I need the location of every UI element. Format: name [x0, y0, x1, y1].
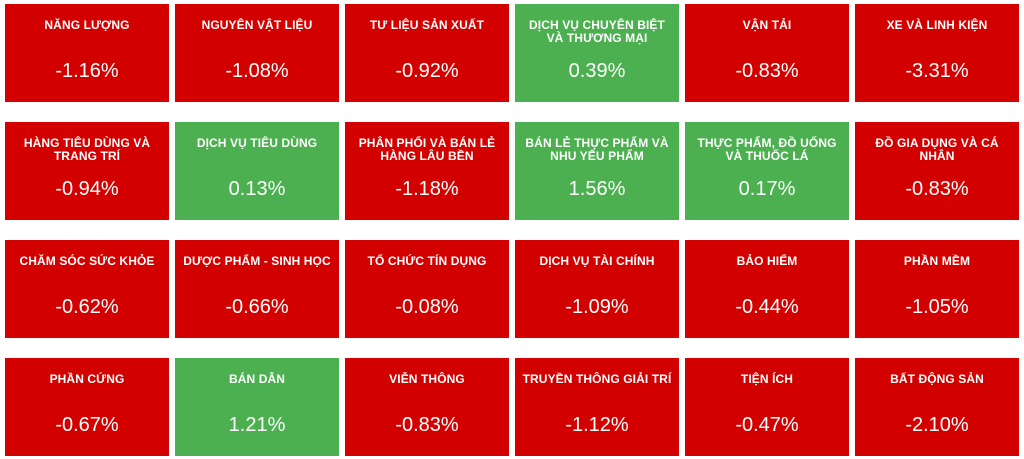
sector-change-value: -0.67% — [55, 414, 119, 436]
sector-change-value: 0.39% — [568, 60, 626, 82]
sector-tile[interactable]: PHẦN CỨNG -0.67% — [5, 358, 169, 456]
sector-change-value: -1.18% — [395, 178, 459, 200]
sector-name: VIỄN THÔNG — [389, 372, 465, 386]
sector-change-value: -3.31% — [905, 60, 969, 82]
sector-tile[interactable]: BẢO HIỂM -0.44% — [685, 240, 849, 338]
sector-tile[interactable]: TƯ LIỆU SẢN XUẤT -0.92% — [345, 4, 509, 102]
sector-tile[interactable]: DỊCH VỤ CHUYÊN BIỆT VÀ THƯƠNG MẠI 0.39% — [515, 4, 679, 102]
sector-name: BẤT ĐỘNG SẢN — [890, 372, 984, 386]
sector-tile[interactable]: VIỄN THÔNG -0.83% — [345, 358, 509, 456]
sector-name: PHẦN CỨNG — [49, 372, 125, 386]
sector-tile[interactable]: CHĂM SÓC SỨC KHỎE -0.62% — [5, 240, 169, 338]
sector-change-value: -2.10% — [905, 414, 969, 436]
sector-change-value: -0.08% — [395, 296, 459, 318]
sector-change-value: -1.12% — [565, 414, 629, 436]
sector-change-value: -0.66% — [225, 296, 289, 318]
sector-tile[interactable]: BÁN LẺ THỰC PHẨM VÀ NHU YẾU PHẨM 1.56% — [515, 122, 679, 220]
sector-tile[interactable]: TIỆN ÍCH -0.47% — [685, 358, 849, 456]
sector-tile[interactable]: THỰC PHẨM, ĐỒ UỐNG VÀ THUỐC LÁ 0.17% — [685, 122, 849, 220]
sector-name: DỊCH VỤ CHUYÊN BIỆT VÀ THƯƠNG MẠI — [529, 18, 665, 45]
sector-change-value: -0.83% — [735, 60, 799, 82]
sector-name: XE VÀ LINH KIỆN — [886, 18, 988, 32]
sector-tile[interactable]: DỊCH VỤ TÀI CHÍNH -1.09% — [515, 240, 679, 338]
sector-change-value: -1.09% — [565, 296, 629, 318]
sector-tile[interactable]: TRUYỀN THÔNG GIẢI TRÍ -1.12% — [515, 358, 679, 456]
sector-change-value: 1.56% — [568, 178, 626, 200]
sector-tile[interactable]: XE VÀ LINH KIỆN -3.31% — [855, 4, 1019, 102]
sector-tile[interactable]: NGUYÊN VẬT LIỆU -1.08% — [175, 4, 339, 102]
sector-name: TƯ LIỆU SẢN XUẤT — [369, 18, 485, 32]
sector-tile[interactable]: PHẦN MỀM -1.05% — [855, 240, 1019, 338]
sector-name: DỊCH VỤ TIÊU DÙNG — [196, 136, 318, 150]
sector-name: ĐỒ GIA DỤNG VÀ CÁ NHÂN — [875, 136, 999, 163]
sector-name: BÁN DẪN — [228, 372, 286, 386]
sector-name: THỰC PHẨM, ĐỒ UỐNG VÀ THUỐC LÁ — [697, 136, 837, 163]
sector-tile[interactable]: PHÂN PHỐI VÀ BÁN LẺ HÀNG LÂU BỀN -1.18% — [345, 122, 509, 220]
sector-change-value: -0.44% — [735, 296, 799, 318]
sector-change-value: 0.17% — [738, 178, 796, 200]
sector-name: TIỆN ÍCH — [740, 372, 794, 386]
sector-tile[interactable]: BÁN DẪN 1.21% — [175, 358, 339, 456]
sector-name: NGUYÊN VẬT LIỆU — [201, 18, 313, 32]
sector-tile[interactable]: DỊCH VỤ TIÊU DÙNG 0.13% — [175, 122, 339, 220]
sector-change-value: -1.16% — [55, 60, 119, 82]
sector-change-value: -1.05% — [905, 296, 969, 318]
sector-change-value: -0.62% — [55, 296, 119, 318]
sector-tile[interactable]: NĂNG LƯỢNG -1.16% — [5, 4, 169, 102]
sector-name: DỊCH VỤ TÀI CHÍNH — [539, 254, 655, 268]
sector-name: TỔ CHỨC TÍN DỤNG — [367, 254, 487, 268]
sector-name: CHĂM SÓC SỨC KHỎE — [19, 254, 155, 268]
sector-change-value: -0.83% — [905, 178, 969, 200]
sector-change-value: 0.13% — [228, 178, 286, 200]
sector-change-value: -1.08% — [225, 60, 289, 82]
sector-name: PHÂN PHỐI VÀ BÁN LẺ HÀNG LÂU BỀN — [358, 136, 496, 163]
sector-tile[interactable]: BẤT ĐỘNG SẢN -2.10% — [855, 358, 1019, 456]
sector-change-value: -0.83% — [395, 414, 459, 436]
sector-name: BÁN LẺ THỰC PHẨM VÀ NHU YẾU PHẨM — [525, 136, 669, 163]
sector-name: HÀNG TIÊU DÙNG VÀ TRANG TRÍ — [23, 136, 151, 163]
sector-name: DƯỢC PHẨM - SINH HỌC — [183, 254, 331, 268]
sector-name: BẢO HIỂM — [736, 254, 798, 268]
sector-tile[interactable]: VẬN TẢI -0.83% — [685, 4, 849, 102]
sector-heatmap-grid: NĂNG LƯỢNG -1.16% NGUYÊN VẬT LIỆU -1.08% TƯ … — [5, 4, 1019, 456]
sector-change-value: -0.92% — [395, 60, 459, 82]
sector-tile[interactable]: HÀNG TIÊU DÙNG VÀ TRANG TRÍ -0.94% — [5, 122, 169, 220]
sector-change-value: 1.21% — [228, 414, 286, 436]
sector-name: TRUYỀN THÔNG GIẢI TRÍ — [522, 372, 672, 386]
sector-tile[interactable]: ĐỒ GIA DỤNG VÀ CÁ NHÂN -0.83% — [855, 122, 1019, 220]
sector-name: PHẦN MỀM — [903, 254, 971, 268]
sector-tile[interactable]: TỔ CHỨC TÍN DỤNG -0.08% — [345, 240, 509, 338]
sector-name: NĂNG LƯỢNG — [44, 18, 130, 32]
sector-change-value: -0.94% — [55, 178, 119, 200]
sector-name: VẬN TẢI — [742, 18, 792, 32]
sector-change-value: -0.47% — [735, 414, 799, 436]
sector-tile[interactable]: DƯỢC PHẨM - SINH HỌC -0.66% — [175, 240, 339, 338]
